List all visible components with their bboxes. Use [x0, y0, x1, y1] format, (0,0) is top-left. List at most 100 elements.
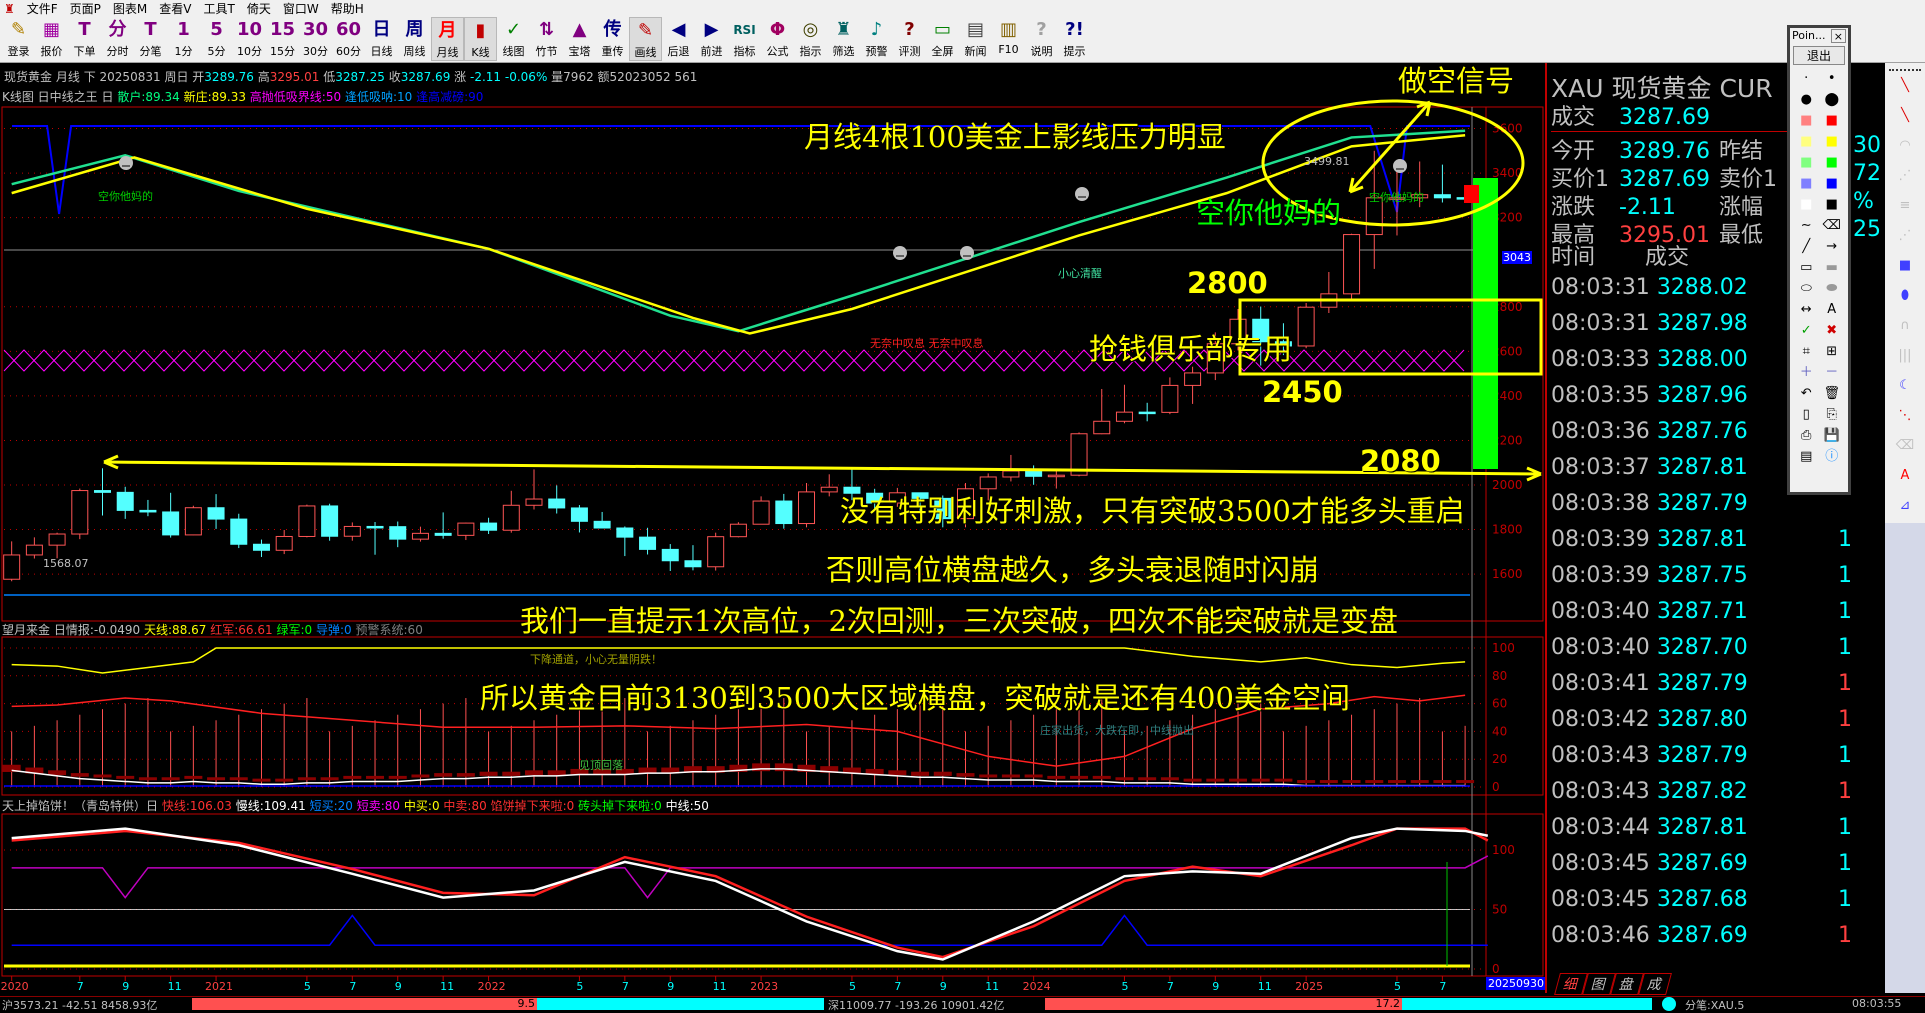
check-icon[interactable]: ✓ [1800, 323, 1812, 338]
toolbar-hint-button[interactable]: ◎ 指示 [794, 17, 827, 61]
toolbar-evaluate-button[interactable]: ? 评测 [893, 17, 926, 61]
toolbar-tower-button[interactable]: ▲ 宝塔 [563, 17, 596, 61]
toolbar-f10-button[interactable]: ▥ F10 [992, 17, 1025, 61]
color-green-icon[interactable]: ■ [1825, 155, 1838, 170]
toolbar-indicator-button[interactable]: RSI 指标 [728, 17, 761, 61]
toolbar-weekly-button[interactable]: 周周线 [398, 17, 431, 61]
sh-index[interactable]: 沪3573.21 -42.51 8458.93亿 [2, 999, 158, 1012]
channel-icon[interactable]: ⋱ [1898, 408, 1912, 423]
line-icon[interactable]: ╱ [1802, 239, 1811, 254]
toolbar-draw-button[interactable]: ✎ 画线 [629, 17, 662, 61]
toolbar-60min-button[interactable]: 60 60分 [332, 17, 365, 61]
color-yellow-grad-icon[interactable]: ■ [1800, 134, 1813, 149]
toolbar-login-button[interactable]: ✎ 登录 [2, 17, 35, 61]
new-icon[interactable]: ▯ [1802, 407, 1810, 422]
color-red-icon[interactable]: ■ [1825, 113, 1838, 128]
menu-item[interactable]: 文件F [26, 2, 58, 16]
arc-icon[interactable]: ◠ [1899, 138, 1911, 153]
moon-icon[interactable]: ☾ [1899, 378, 1911, 393]
minus-icon[interactable]: － [1825, 365, 1839, 380]
toolbar-help-button[interactable]: ? 说明 [1025, 17, 1058, 61]
filled-rect-icon[interactable]: ▬ [1825, 260, 1838, 275]
text-icon[interactable]: A [1827, 302, 1837, 317]
cycle-icon[interactable]: ∩ [1900, 318, 1910, 333]
toolbar-grip[interactable] [1889, 63, 1921, 71]
save-icon[interactable]: 💾 [1823, 428, 1840, 443]
menu-item[interactable]: 图表M [112, 2, 148, 16]
note-icon[interactable]: ▤ [1800, 449, 1813, 464]
line-segment-icon[interactable]: ╲ [1901, 78, 1909, 93]
toolbar-monthly-button[interactable]: 月月线 [431, 17, 464, 61]
gann-fan-icon[interactable]: ⋰ [1898, 228, 1912, 243]
print-icon[interactable]: ⎙ [1801, 428, 1812, 443]
toolbar-1min-button[interactable]: 1 1分 [167, 17, 200, 61]
rectangle-icon[interactable]: ■ [1898, 258, 1912, 273]
dot-small-icon[interactable]: · [1804, 71, 1809, 86]
color-red-grad-icon[interactable]: ■ [1800, 113, 1813, 128]
trash-icon[interactable]: 🗑 [1823, 386, 1840, 401]
plus-icon[interactable]: ＋ [1799, 365, 1813, 380]
info-icon[interactable]: ⓘ [1825, 449, 1839, 464]
menu-item[interactable]: 帮助H [330, 2, 364, 16]
eraser-icon[interactable]: ⌫ [1822, 218, 1841, 233]
panel-tab[interactable]: 成 [1638, 973, 1672, 995]
toolbar-minute-button[interactable]: 分分时 [101, 17, 134, 61]
fib-icon[interactable]: ⊿ [1899, 498, 1911, 513]
toolbar-30min-button[interactable]: 30 30分 [299, 17, 332, 61]
close-icon[interactable]: × [1830, 29, 1846, 43]
toolbar-alert-button[interactable]: ♪ 预警 [860, 17, 893, 61]
toolbar-10min-button[interactable]: 10 10分 [233, 17, 266, 61]
toolbar-bamboo-button[interactable]: ⇅ 竹节 [530, 17, 563, 61]
menu-item[interactable]: 倚天 [246, 2, 271, 16]
rect-icon[interactable]: ▭ [1800, 260, 1813, 275]
color-green-grad-icon[interactable]: ■ [1800, 155, 1813, 170]
zoom-icon[interactable]: ⊞ [1826, 344, 1838, 359]
toolbar-fullscreen-button[interactable]: ▭ 全屏 [926, 17, 959, 61]
indicator-name[interactable]: K线图 日中线之王 日 [2, 90, 114, 104]
toolbar-15min-button[interactable]: 15 15分 [266, 17, 299, 61]
panel1-name[interactable]: 望月来金 日情报:-0.0490 [2, 623, 141, 637]
panel2-name[interactable]: 天上掉馅饼！（青岛特供）日 [2, 799, 159, 813]
menu-item[interactable]: 工具T [203, 2, 235, 16]
eraser-icon[interactable]: ⌫ [1895, 438, 1915, 453]
toolbar-order-button[interactable]: T 下单 [68, 17, 101, 61]
toolbar-reload-button[interactable]: 传重传 [596, 17, 629, 61]
period-lines-icon[interactable]: ||| [1898, 348, 1912, 363]
toolbar-formula-button[interactable]: Φ 公式 [761, 17, 794, 61]
text-icon[interactable]: A [1900, 468, 1910, 483]
toolbar-linechart-button[interactable]: ✓ 线图 [497, 17, 530, 61]
drawing-toolbox[interactable]: Poin... × 退出 · • ● ⬤ ■ ■ ■ ■ ■ ■ ■ ■ ■ ■ ∼ ⌫ ╱ → ▭ ▬ ⬭ ⬬ ↔ A ✓ ✖ ⌗ ⊞… [1787, 25, 1851, 495]
delete-icon[interactable]: ✖ [1826, 323, 1838, 338]
toolbar-tick-button[interactable]: T 分笔 [134, 17, 167, 61]
exit-button[interactable]: 退出 [1793, 46, 1845, 65]
dot-medium-icon[interactable]: • [1827, 71, 1836, 86]
menu-item[interactable]: 查看V [159, 2, 192, 16]
color-blue-icon[interactable]: ■ [1825, 176, 1838, 191]
toolbar-5min-button[interactable]: 5 5分 [200, 17, 233, 61]
parallel-lines-icon[interactable]: ≡ [1899, 198, 1911, 213]
filled-ellipse-icon[interactable]: ⬬ [1826, 281, 1838, 296]
toolbar-daily-button[interactable]: 日日线 [365, 17, 398, 61]
dot-large-icon[interactable]: ● [1800, 92, 1812, 107]
arrow-icon[interactable]: → [1826, 239, 1838, 254]
freehand-icon[interactable]: ∼ [1800, 218, 1812, 233]
toolbar-news-button[interactable]: ▤ 新闻 [959, 17, 992, 61]
toolbar-tips-button[interactable]: ?! 提示 [1058, 17, 1091, 61]
double-arrow-icon[interactable]: ↔ [1800, 302, 1812, 317]
ellipse-icon[interactable]: ⬮ [1900, 288, 1910, 303]
color-blue-grad-icon[interactable]: ■ [1800, 176, 1813, 191]
fan-icon[interactable]: ⋰ [1898, 168, 1912, 183]
crop-icon[interactable]: ⌗ [1802, 344, 1810, 359]
menu-item[interactable]: 页面P [69, 2, 101, 16]
ray-icon[interactable]: ╲ [1901, 108, 1909, 123]
ellipse-icon[interactable]: ⬭ [1800, 281, 1812, 296]
toolbar-quote-button[interactable]: ▦ 报价 [35, 17, 68, 61]
copy-icon[interactable]: ⎘ [1826, 407, 1837, 422]
dot-xlarge-icon[interactable]: ⬤ [1824, 92, 1840, 107]
color-white-icon[interactable]: ■ [1800, 197, 1813, 212]
menu-item[interactable]: 窗口W [282, 2, 319, 16]
toolbar-filter-button[interactable]: ♜ 筛选 [827, 17, 860, 61]
color-yellow-icon[interactable]: ■ [1825, 134, 1838, 149]
sz-index[interactable]: 深11009.77 -193.26 10901.42亿 [828, 999, 1005, 1012]
kline-chart[interactable]: 3600340032002800260024002200200018001600… [0, 0, 1545, 996]
